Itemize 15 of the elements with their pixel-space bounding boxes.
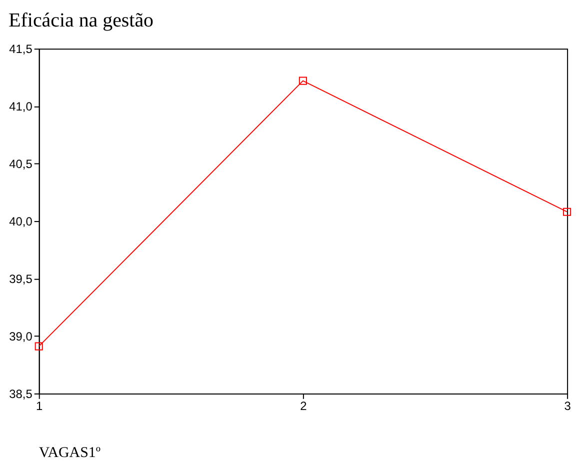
- x-axis-title: VAGAS1º: [38, 445, 101, 462]
- point: [563, 208, 572, 216]
- chart-title: Eficácia na gestão: [8, 10, 154, 32]
- point: [298, 76, 307, 85]
- x-tick-label: 2: [300, 398, 308, 413]
- y-tick-label: 41,0: [9, 100, 33, 114]
- x-tick-label: 1: [36, 398, 44, 413]
- y-tick-label: 39,5: [9, 272, 33, 286]
- y-tick-label: 40,0: [9, 214, 33, 229]
- y-tick-label: 40,5: [9, 157, 33, 172]
- y-tick-label: 38,5: [9, 386, 33, 401]
- y-tick-label: 41,5: [9, 42, 33, 56]
- y-tick-label: 39,0: [9, 329, 33, 344]
- x-tick-label: 3: [564, 398, 572, 413]
- point: [34, 342, 43, 350]
